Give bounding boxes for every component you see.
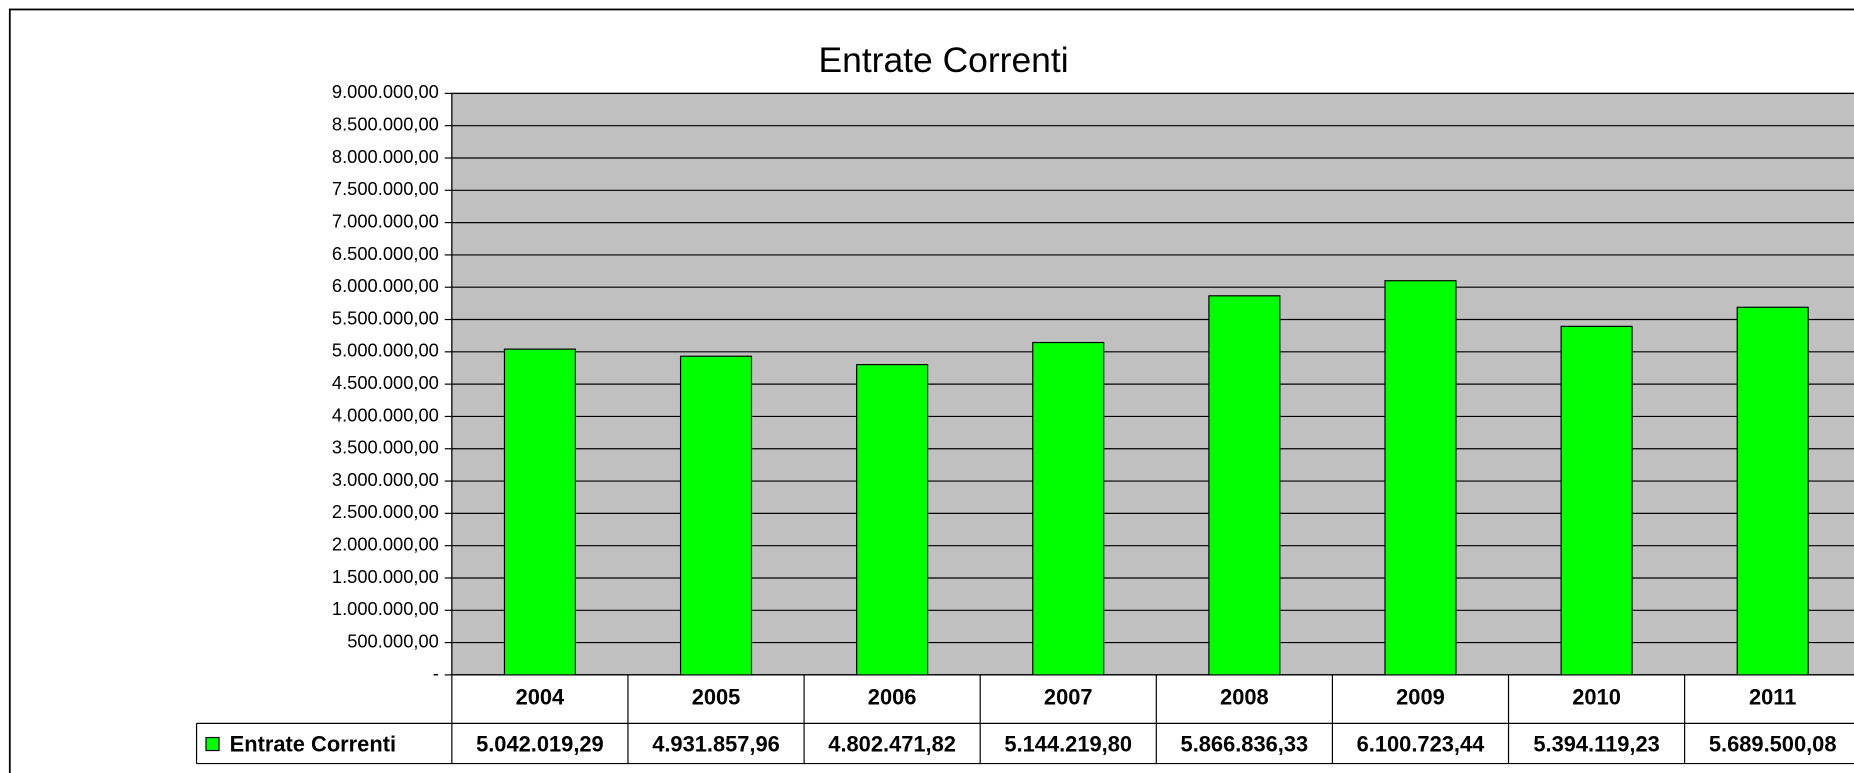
x-tick-label: 2010 (1572, 684, 1621, 709)
bar (1560, 325, 1633, 676)
x-tick-label: 2005 (692, 684, 741, 709)
x-tick-label: 2007 (1044, 684, 1093, 709)
data-label: 5.144.219,80 (1004, 732, 1132, 757)
y-tick-label: 5.500.000,00 (332, 307, 439, 328)
y-tick-label: 8.000.000,00 (332, 146, 439, 167)
data-label: 4.931.857,96 (652, 732, 780, 757)
x-tick-label: 2006 (868, 684, 917, 709)
y-tick-label: 9.000.000,00 (332, 81, 439, 102)
y-tick-label: 500.000,00 (347, 630, 439, 651)
y-tick-label: 8.500.000,00 (332, 114, 439, 135)
y-tick-label: 4.500.000,00 (332, 372, 439, 393)
legend-key (205, 736, 220, 752)
bar (1208, 295, 1281, 676)
bar (1032, 341, 1105, 676)
bar (1384, 280, 1457, 676)
bar (503, 348, 576, 676)
x-tick-label: 2009 (1396, 684, 1445, 709)
y-tick-label: 3.000.000,00 (332, 469, 439, 490)
y-tick-label: 5.000.000,00 (332, 340, 439, 361)
data-label: 5.042.019,29 (476, 732, 604, 757)
bar (1736, 306, 1809, 676)
data-label: 5.866.836,33 (1181, 732, 1309, 757)
y-tick-label: 2.000.000,00 (332, 534, 439, 555)
y-tick-label: 7.000.000,00 (332, 210, 439, 231)
x-tick-label: 2004 (516, 684, 565, 709)
x-tick-label: 2011 (1749, 684, 1796, 709)
chart-title: Entrate Correnti (818, 40, 1068, 80)
y-tick-label: 7.500.000,00 (332, 178, 439, 199)
y-tick-label: - (433, 663, 439, 684)
y-tick-label: 6.000.000,00 (332, 275, 439, 296)
y-tick-label: 3.500.000,00 (332, 437, 439, 458)
y-tick-label: 1.500.000,00 (332, 566, 439, 587)
data-label: 6.100.723,44 (1357, 732, 1485, 757)
data-label: 5.394.119,23 (1533, 732, 1659, 757)
data-label: 5.689.500,08 (1709, 732, 1837, 757)
bar (679, 355, 753, 676)
legend-label: Entrate Correnti (230, 732, 396, 757)
bar (856, 364, 929, 676)
y-tick-label: 1.000.000,00 (332, 598, 439, 619)
x-tick-label: 2008 (1220, 684, 1269, 709)
data-label: 4.802.471,82 (828, 732, 956, 757)
y-tick-label: 4.000.000,00 (332, 404, 439, 425)
y-tick-label: 2.500.000,00 (332, 501, 439, 522)
y-tick-label: 6.500.000,00 (332, 243, 439, 264)
